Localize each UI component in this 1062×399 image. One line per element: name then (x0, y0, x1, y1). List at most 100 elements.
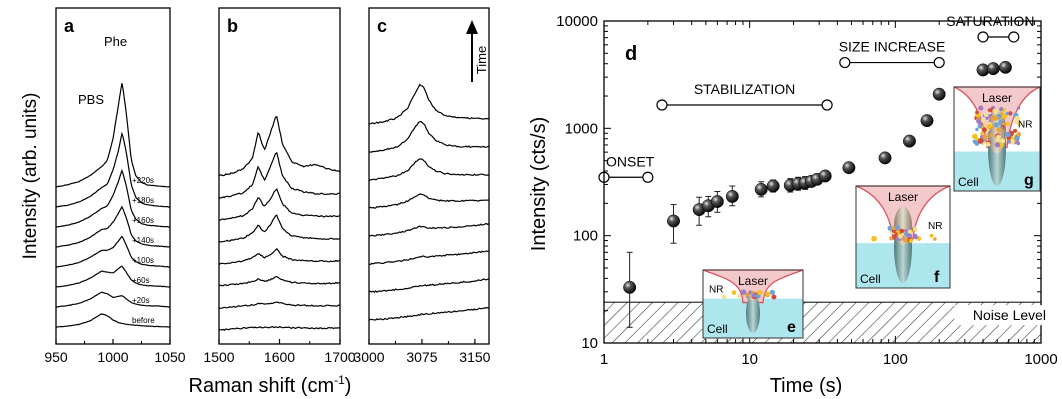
inset-laser-label: Laser (888, 190, 918, 204)
inset-frame (702, 269, 804, 339)
probe-rod (746, 293, 760, 333)
nanoparticle (975, 110, 979, 115)
nanoparticle (1014, 115, 1021, 122)
spectrum-line-a-5 (55, 168, 171, 228)
nanoparticle (913, 226, 918, 231)
nanoparticle (996, 127, 1002, 133)
annotation-phe: Phe (104, 34, 127, 49)
nanoparticle (992, 108, 998, 114)
nanoparticle (889, 236, 894, 241)
nanoparticle (1005, 111, 1010, 116)
time-label: before (132, 316, 155, 325)
time-label: +20s (132, 296, 150, 305)
time-label: +180s (132, 196, 154, 205)
data-point (818, 169, 832, 183)
panel-d-letter: d (625, 43, 637, 65)
inset-nr-label: NR (709, 285, 723, 296)
nanoparticle (987, 108, 992, 112)
inset-laser-label: Laser (738, 274, 768, 288)
inset-cell-label: Cell (707, 322, 728, 336)
spectrum-line-b-1 (218, 301, 341, 309)
nanoparticle (1005, 121, 1010, 126)
panel-letter: c (377, 16, 387, 36)
data-point (754, 182, 768, 196)
nanoparticle (907, 229, 913, 235)
spectrum-line-b-7 (218, 115, 341, 177)
nanoparticle (745, 292, 750, 297)
nanoparticle (1014, 135, 1020, 141)
x-tick-label: 3000 (353, 349, 384, 365)
spectrum-line-b-2 (219, 275, 341, 287)
data-point (878, 151, 892, 165)
left-x-axis-label: Raman shift (cm-1) (189, 373, 352, 397)
nanoparticle (1016, 106, 1021, 110)
spectrum-line-c-0 (368, 306, 490, 321)
nanoparticle (933, 237, 937, 241)
spectrum-line-c-5 (368, 158, 490, 182)
nanoparticle (986, 124, 991, 129)
nanoparticle (980, 131, 984, 136)
spectrum-line-b-3 (218, 247, 341, 266)
spectrum-line-c-2 (369, 250, 490, 265)
inset-e: Laser NR Cell e (702, 269, 804, 339)
inset-g: Laser NR Cell g (953, 86, 1041, 192)
nanoparticle (1000, 138, 1006, 144)
nanoparticle (891, 226, 896, 231)
y-tick-label: 100 (573, 228, 598, 245)
nanoparticle (898, 233, 903, 239)
phase-start-marker (656, 99, 668, 111)
x-tick-label: 1 (600, 351, 608, 368)
right-y-axis-label: Intensity (cts/s) (528, 117, 550, 251)
inset-nr-label: NR (1018, 119, 1032, 130)
time-label: +140s (132, 236, 154, 245)
spectrum-line-c-1 (368, 278, 490, 293)
left-x-axis-label-end: ) (345, 375, 352, 397)
data-point (932, 87, 946, 101)
nanoparticle (995, 134, 1001, 140)
time-arrow-head (466, 20, 478, 34)
nanoparticle (895, 225, 899, 230)
x-tick-label: 100 (883, 351, 908, 368)
data-point (623, 280, 637, 294)
nanoparticle (929, 233, 934, 238)
data-point (667, 214, 680, 228)
nanoparticle (983, 112, 988, 117)
x-tick-label: 950 (44, 349, 68, 365)
left-y-axis-label: Intensity (arb. units) (20, 93, 41, 260)
time-label: +220s (132, 176, 154, 185)
x-tick-label: 1050 (154, 349, 185, 365)
right-x-axis-label: Time (s) (770, 375, 843, 397)
spectrum-line-b-4 (218, 214, 341, 244)
spectrum-line-c-7 (368, 83, 490, 125)
spectrum-line-a-4 (55, 205, 171, 248)
x-tick-label: 10 (741, 351, 758, 368)
annotation-pbs: PBS (78, 92, 104, 107)
x-tick-label: 1000 (97, 349, 128, 365)
nanoparticle (999, 107, 1004, 111)
nanoparticle (906, 233, 912, 238)
x-tick-label: 1700 (324, 349, 355, 365)
spectrum-line-b-5 (218, 187, 341, 221)
phase-end-marker (821, 99, 833, 111)
phase-start-marker (977, 31, 989, 43)
nanoparticle (977, 123, 983, 129)
left-x-axis-label-main: Raman shift (cm (189, 375, 335, 397)
panel-b-frame (218, 7, 341, 345)
data-point (710, 195, 724, 208)
nanoparticle (737, 294, 742, 299)
nanoparticle (756, 289, 763, 296)
inset-letter: g (1024, 172, 1034, 189)
nanoparticle (1010, 139, 1016, 145)
nanoparticle (989, 133, 993, 138)
data-point (902, 134, 916, 148)
nanoparticle (982, 134, 989, 140)
nanoparticle (913, 234, 918, 240)
data-point (998, 60, 1012, 74)
nanoparticle (1012, 128, 1017, 133)
x-tick-label: 1600 (264, 349, 295, 365)
nanoparticle (751, 292, 757, 298)
panel-letter: b (227, 16, 238, 36)
nanoparticle (1017, 121, 1023, 127)
phase-end-marker (933, 56, 945, 69)
